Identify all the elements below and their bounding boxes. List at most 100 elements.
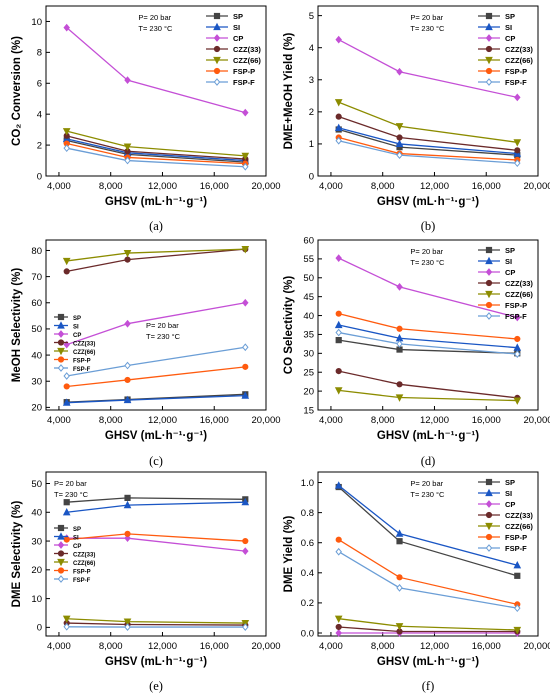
data-point <box>242 298 249 307</box>
data-point <box>396 282 403 291</box>
series-line <box>338 551 518 609</box>
legend: P= 20 bar T= 230 °C SP SI CP CZZ(33) CZZ(66) FS… <box>410 12 533 87</box>
series-czz66 <box>334 615 522 635</box>
legend-marker <box>213 45 221 53</box>
plot-frame <box>45 5 267 177</box>
data-point <box>335 547 342 556</box>
series-si <box>334 320 522 351</box>
data-point <box>62 257 71 266</box>
legend-marker <box>57 550 65 557</box>
y-tick-label: 40 <box>31 350 42 361</box>
condition-label: T= 230 °C <box>54 490 89 499</box>
legend-marker <box>485 12 493 20</box>
x-tick-label: 8,000 <box>99 415 123 426</box>
series-fsp-p <box>63 363 249 390</box>
data-point <box>335 136 342 145</box>
legend: P= 20 bar T= 230 °C SP SI CP CZZ(33) CZZ(66) FS… <box>54 479 95 584</box>
condition-label: T= 230 °C <box>146 332 181 341</box>
data-point <box>124 376 131 384</box>
chart-panel-c: 4,000 8,000 12,000 16,000 20,000 20 30 40 50 60 70… <box>11 239 281 468</box>
x-tick-label: 12,000 <box>420 181 449 192</box>
y-tick-label: 8 <box>37 48 42 59</box>
data-point <box>335 328 342 337</box>
series-sp <box>335 126 521 159</box>
data-point <box>241 497 250 506</box>
data-point <box>514 350 521 358</box>
x-tick-label: 16,000 <box>472 415 501 426</box>
x-tick-label: 8,000 <box>99 181 123 192</box>
data-point <box>63 372 70 380</box>
data-point <box>396 325 403 332</box>
series-line <box>66 497 246 503</box>
x-tick-label: 12,000 <box>148 415 177 426</box>
legend-marker <box>485 290 493 299</box>
x-tick-label: 12,000 <box>420 641 449 652</box>
legend-entry: CZZ(66) <box>73 561 95 567</box>
data-point <box>335 310 342 317</box>
series-cp <box>63 298 249 349</box>
x-tick-label: 8,000 <box>371 181 395 192</box>
legend-marker <box>57 330 65 338</box>
data-point <box>334 123 343 131</box>
legend-entry: FSP-F <box>73 578 91 584</box>
series-line <box>66 135 246 160</box>
y-tick-label: 0 <box>37 171 42 182</box>
y-tick-label: 30 <box>303 349 314 360</box>
legend-marker <box>57 313 65 321</box>
condition-label: T= 230 °C <box>138 24 173 33</box>
legend-marker <box>485 67 493 75</box>
legend-marker <box>57 364 65 372</box>
legend-entry: SI <box>233 23 240 32</box>
legend-marker <box>485 256 493 265</box>
series-fsp-f <box>63 343 249 380</box>
data-point <box>242 343 249 352</box>
data-point <box>396 340 403 348</box>
legend-entry: SP <box>505 246 515 255</box>
legend-entry: CZZ(66) <box>505 290 533 299</box>
condition-label: P= 20 bar <box>410 479 443 488</box>
condition-label: T= 230 °C <box>410 24 445 33</box>
data-point <box>123 143 132 151</box>
panel-label: (b) <box>421 219 436 233</box>
series-cp <box>335 629 521 637</box>
series-fsp-f <box>63 622 249 631</box>
legend-entry: FSP-P <box>505 533 527 542</box>
data-point <box>514 147 521 154</box>
y-tick-label: 20 <box>31 565 42 576</box>
legend-entry: FSP-F <box>505 312 527 321</box>
data-point <box>334 615 343 623</box>
data-point <box>123 249 132 258</box>
legend: P= 20 bar T= 230 °C SP SI CP CZZ(33) CZZ(66) FS… <box>410 478 533 553</box>
x-tick-label: 20,000 <box>523 181 550 192</box>
y-tick-label: 35 <box>303 330 314 341</box>
x-tick-label: 20,000 <box>251 641 280 652</box>
series-czz66 <box>334 99 522 147</box>
legend-marker <box>213 67 221 75</box>
y-tick-label: 20 <box>31 403 42 414</box>
data-point <box>514 572 521 579</box>
y-tick-label: 0 <box>309 171 314 182</box>
data-point <box>513 139 522 147</box>
x-tick-label: 4,000 <box>47 181 71 192</box>
series-fsp-f <box>63 144 249 171</box>
condition-label: P= 20 bar <box>138 13 171 22</box>
series-cp <box>63 23 249 117</box>
y-tick-label: 3 <box>309 75 314 86</box>
series-line <box>338 257 518 319</box>
series-line <box>66 130 246 157</box>
data-point <box>396 538 403 545</box>
y-tick-label: 60 <box>303 235 314 246</box>
legend-entry: SP <box>73 527 81 533</box>
series-fsp-p <box>335 536 521 608</box>
y-tick-label: 10 <box>31 594 42 605</box>
chart-panel-e: 4,000 8,000 12,000 16,000 20,000 0 10 20 30 40 50 G… <box>11 471 281 693</box>
x-tick-label: 4,000 <box>319 181 343 192</box>
y-tick-label: 40 <box>303 311 314 322</box>
x-tick-label: 12,000 <box>420 415 449 426</box>
condition-label: T= 230 °C <box>410 490 445 499</box>
y-tick-label: 0.8 <box>301 508 314 519</box>
data-point <box>514 313 521 322</box>
legend-marker <box>485 544 493 552</box>
y-tick-label: 0.2 <box>301 598 314 609</box>
legend-entry: FSP-P <box>505 67 527 76</box>
